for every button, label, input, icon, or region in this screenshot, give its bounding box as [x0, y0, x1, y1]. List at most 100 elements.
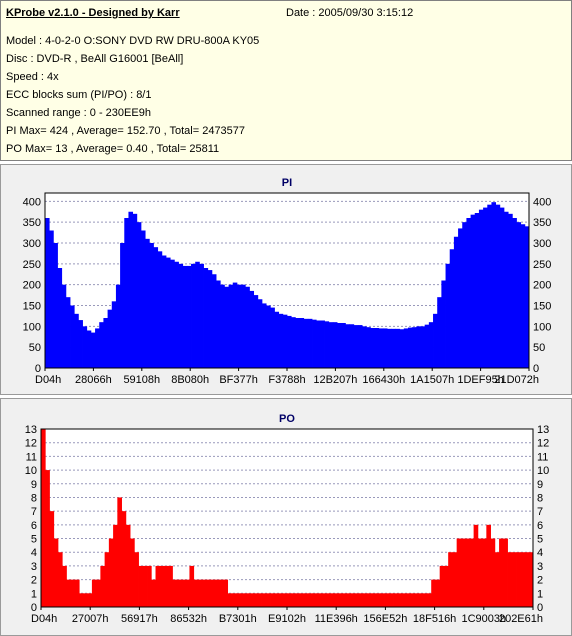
- x-tick-label: 28066h: [75, 374, 112, 386]
- series-group: [45, 202, 530, 368]
- data-bar: [236, 284, 242, 368]
- data-bar: [418, 593, 424, 607]
- data-bar: [159, 565, 165, 607]
- data-bar: [151, 579, 156, 607]
- data-bar: [307, 318, 313, 368]
- data-bar: [197, 579, 203, 607]
- data-bar: [219, 579, 224, 607]
- data-bar: [96, 579, 101, 607]
- data-bar: [74, 579, 80, 607]
- data-bar: [257, 299, 263, 368]
- data-bar: [155, 565, 161, 607]
- data-bar: [124, 218, 129, 368]
- data-bar: [70, 579, 76, 607]
- data-bar: [508, 213, 513, 368]
- data-bar: [366, 327, 371, 368]
- y-tick-label-left: 400: [23, 196, 41, 208]
- data-bar: [482, 538, 487, 607]
- data-bar: [353, 325, 359, 368]
- data-bar: [299, 318, 305, 368]
- data-bar: [494, 552, 500, 607]
- data-bar: [113, 524, 118, 607]
- x-tick-label: 12B207h: [313, 374, 357, 386]
- data-bar: [107, 309, 113, 368]
- data-bar: [388, 593, 394, 607]
- range-line: Scanned range : 0 - 230EE9h: [6, 107, 151, 119]
- y-tick-label-right: 300: [533, 238, 551, 250]
- y-tick-label-right: 0: [533, 363, 539, 375]
- y-tick-label-left: 9: [31, 479, 37, 491]
- y-tick-label-right: 11: [537, 451, 548, 463]
- data-bar: [125, 524, 131, 607]
- data-bar: [41, 429, 46, 607]
- data-bar: [189, 565, 195, 607]
- data-bar: [291, 593, 296, 607]
- data-bar: [524, 552, 530, 607]
- data-bar: [170, 259, 175, 368]
- data-bar: [132, 213, 138, 368]
- x-tick-label: D04h: [31, 613, 57, 625]
- data-bar: [244, 593, 250, 607]
- y-tick-label-right: 3: [537, 561, 543, 573]
- data-bar: [228, 284, 234, 368]
- data-bar: [303, 318, 309, 368]
- x-tick-label: BF377h: [219, 374, 258, 386]
- data-bar: [195, 261, 200, 368]
- data-bar: [448, 552, 453, 607]
- y-tick-label-left: 250: [23, 259, 41, 271]
- data-bar: [320, 593, 326, 607]
- data-bar: [374, 328, 380, 368]
- data-bar: [466, 218, 471, 368]
- data-bar: [316, 593, 322, 607]
- data-bar: [449, 249, 455, 368]
- data-bar: [282, 593, 288, 607]
- data-bar: [99, 322, 104, 368]
- x-tick-label: 59108h: [123, 374, 160, 386]
- data-bar: [108, 538, 114, 607]
- data-bar: [147, 565, 152, 607]
- data-bar: [431, 579, 436, 607]
- x-tick-label: 166430h: [362, 374, 405, 386]
- data-bar: [465, 538, 470, 607]
- series-group: [41, 429, 534, 607]
- data-bar: [236, 593, 241, 607]
- data-bar: [528, 552, 534, 607]
- data-bar: [410, 593, 415, 607]
- data-bar: [287, 315, 292, 368]
- data-bar: [511, 552, 517, 607]
- scan-date: Date : 2005/09/30 3:15:12: [286, 7, 414, 19]
- y-tick-label-right: 8: [537, 492, 543, 504]
- data-bar: [491, 202, 497, 368]
- data-bar: [138, 565, 144, 607]
- data-bar: [524, 226, 530, 368]
- data-bar: [420, 326, 426, 368]
- data-bar: [128, 211, 134, 368]
- x-tick-label: 11E396h: [315, 613, 358, 625]
- data-bar: [66, 579, 72, 607]
- data-bar: [452, 552, 458, 607]
- po-chart-panel: PO 0 0 1 1 2 2 3 3 4 4 5 5 6 6 7 7 8 8 9 9 10 10 11 11 12 12 13 13 D0…: [0, 398, 572, 636]
- data-bar: [520, 224, 526, 368]
- data-bar: [53, 538, 59, 607]
- data-bar: [371, 593, 377, 607]
- x-tick-label: 18F516h: [413, 613, 456, 625]
- y-tick-label-right: 2: [537, 575, 543, 587]
- data-bar: [470, 214, 476, 368]
- data-bar: [303, 593, 309, 607]
- data-bar: [295, 318, 300, 368]
- data-bar: [287, 593, 292, 607]
- y-tick-label-left: 350: [23, 217, 41, 229]
- data-bar: [295, 593, 301, 607]
- y-tick-label-right: 4: [537, 547, 543, 559]
- data-bar: [87, 593, 93, 607]
- y-tick-label-left: 4: [31, 547, 37, 559]
- data-bar: [185, 579, 190, 607]
- data-bar: [78, 320, 83, 368]
- data-bar: [354, 593, 360, 607]
- data-bar: [478, 209, 484, 368]
- data-bar: [232, 282, 238, 368]
- data-bar: [345, 324, 350, 368]
- data-bar: [161, 255, 167, 368]
- speed-line: Speed : 4x: [6, 71, 59, 83]
- data-bar: [270, 307, 275, 368]
